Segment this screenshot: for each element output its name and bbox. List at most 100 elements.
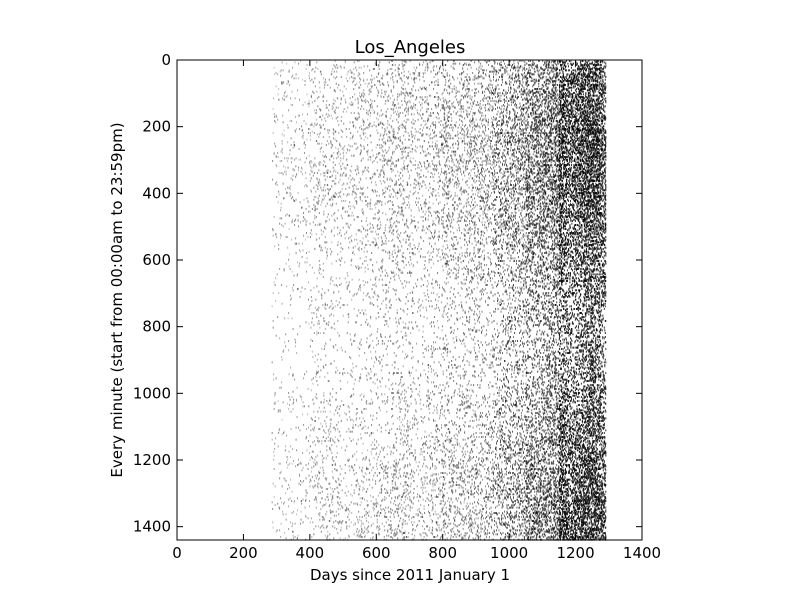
heatmap-cell: [319, 519, 320, 521]
heatmap-cell: [400, 476, 401, 478]
heatmap-cell: [438, 307, 439, 309]
heatmap-cell: [437, 92, 438, 94]
heatmap-cell: [407, 196, 408, 198]
heatmap-cell: [362, 459, 363, 461]
heatmap-cell: [433, 436, 434, 438]
heatmap-cell: [432, 195, 433, 197]
heatmap-cell: [431, 356, 432, 358]
heatmap-cell: [364, 128, 365, 130]
heatmap-cell: [438, 260, 439, 262]
heatmap-cell: [392, 537, 393, 539]
heatmap-cell: [409, 252, 410, 254]
heatmap-cell: [440, 201, 441, 203]
heatmap-cell: [315, 396, 316, 398]
heatmap-cell: [336, 487, 337, 489]
heatmap-cell: [336, 157, 337, 159]
heatmap-cell: [392, 343, 393, 345]
heatmap-cell: [392, 253, 393, 255]
heatmap-cell: [295, 61, 296, 63]
heatmap-cell: [317, 143, 318, 145]
heatmap-cell: [274, 120, 275, 122]
heatmap-cell: [365, 367, 366, 369]
heatmap-cell: [425, 260, 426, 262]
heatmap-cell: [435, 473, 436, 475]
heatmap-cell: [347, 275, 348, 277]
heatmap-cell: [442, 451, 443, 453]
heatmap-cell: [305, 101, 306, 103]
heatmap-cell: [333, 511, 334, 513]
heatmap-cell: [276, 156, 277, 158]
heatmap-cell: [325, 355, 326, 357]
heatmap-cell: [274, 496, 275, 498]
heatmap-cell: [432, 352, 433, 354]
heatmap-cell: [329, 428, 330, 430]
heatmap-cell: [403, 135, 404, 137]
heatmap-cell: [319, 264, 320, 266]
heatmap-cell: [439, 97, 440, 99]
heatmap-cell: [307, 449, 308, 451]
heatmap-cell: [408, 164, 409, 166]
heatmap-cell: [406, 241, 407, 243]
heatmap-cell: [400, 381, 401, 383]
heatmap-cell: [320, 71, 321, 73]
heatmap-cell: [396, 160, 397, 162]
heatmap-cell: [319, 133, 320, 135]
heatmap-cell: [441, 259, 442, 261]
heatmap-cell: [436, 217, 437, 219]
heatmap-cell: [405, 115, 406, 117]
heatmap-cell: [376, 463, 377, 465]
heatmap-cell: [438, 493, 439, 495]
heatmap-cell: [337, 439, 338, 441]
heatmap-cell: [405, 323, 406, 325]
heatmap-cell: [413, 72, 414, 74]
heatmap-cell: [274, 67, 275, 69]
heatmap-cell: [354, 473, 355, 475]
heatmap-cell: [371, 424, 372, 426]
heatmap-cell: [293, 531, 294, 533]
heatmap-cell: [406, 223, 407, 225]
heatmap-cell: [323, 151, 324, 153]
heatmap-cell: [345, 537, 346, 539]
heatmap-cell: [419, 167, 420, 169]
heatmap-cell: [406, 92, 407, 94]
heatmap-cell: [413, 187, 414, 189]
heatmap-cell: [429, 259, 430, 261]
heatmap-cell: [427, 497, 428, 499]
heatmap-cell: [325, 81, 326, 83]
heatmap-cell: [397, 488, 398, 490]
heatmap-cell: [320, 204, 321, 206]
heatmap-cell: [310, 80, 311, 82]
heatmap-cell: [423, 113, 424, 115]
heatmap-cell: [317, 68, 318, 70]
heatmap-cell: [316, 316, 317, 318]
heatmap-cell: [405, 441, 406, 443]
heatmap-cell: [410, 191, 411, 193]
heatmap-cell: [413, 377, 414, 379]
heatmap-cell: [294, 159, 295, 161]
heatmap-cell: [339, 232, 340, 234]
heatmap-cell: [307, 113, 308, 115]
heatmap-cell: [443, 92, 444, 94]
heatmap-cell: [272, 160, 273, 162]
heatmap-cell: [393, 233, 394, 235]
heatmap-cell: [337, 428, 338, 430]
heatmap-cell: [354, 489, 355, 491]
heatmap-cell: [346, 281, 347, 283]
heatmap-cell: [439, 296, 440, 298]
heatmap-cell: [396, 181, 397, 183]
heatmap-cell: [412, 424, 413, 426]
heatmap-cell: [417, 261, 418, 263]
heatmap-cell: [369, 93, 370, 95]
heatmap-cell: [348, 491, 349, 493]
heatmap-cell: [321, 201, 322, 203]
heatmap-cell: [337, 491, 338, 493]
heatmap-cell: [398, 505, 399, 507]
heatmap-cell: [427, 96, 428, 98]
heatmap-cell: [381, 237, 382, 239]
heatmap-cell: [325, 241, 326, 243]
heatmap-cell: [323, 195, 324, 197]
heatmap-cell: [405, 131, 406, 133]
heatmap-cell: [375, 472, 376, 474]
heatmap-cell: [385, 512, 386, 514]
heatmap-cell: [403, 147, 404, 149]
